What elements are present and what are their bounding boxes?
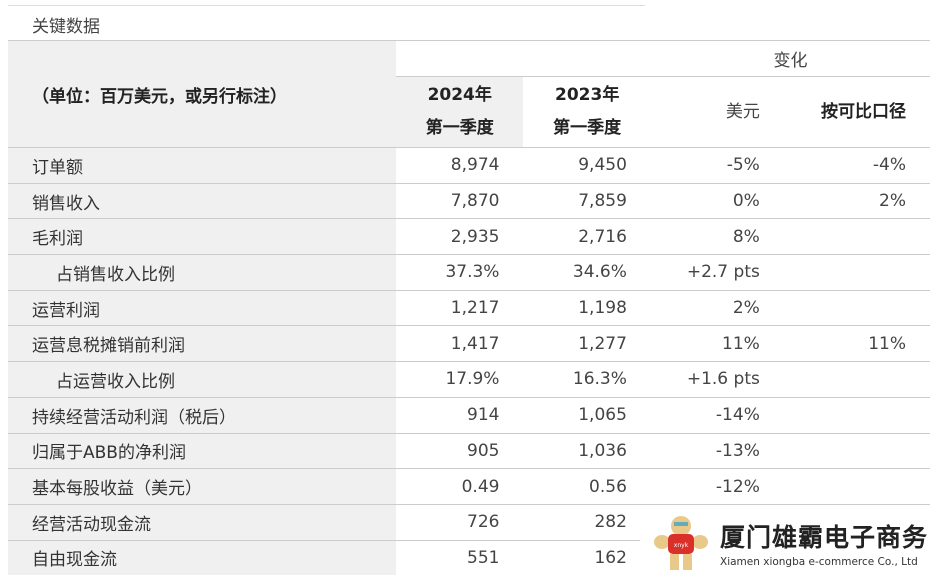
bear-mascot-icon: xnyk <box>654 516 708 570</box>
table-row: 持续经营活动利润（税后） 914 1,065 -14% <box>8 396 930 433</box>
change-comparable <box>783 361 930 398</box>
row-label: 自由现金流 <box>8 539 396 576</box>
section-title: 关键数据 <box>32 17 100 37</box>
table-row: 毛利润 2,935 2,716 8% <box>8 218 930 255</box>
row-label: 订单额 <box>8 147 396 184</box>
row-label: 占运营收入比例 <box>8 361 396 398</box>
change-usd: 0% <box>650 182 784 219</box>
table-row: 订单额 8,974 9,450 -5% -4% <box>8 147 930 184</box>
row-label: 持续经营活动利润（税后） <box>8 396 396 433</box>
change-usd: -5% <box>650 147 784 184</box>
value-2024: 2,935 <box>396 218 524 255</box>
header-usd: 美元 <box>650 76 784 148</box>
change-usd: 8% <box>650 218 784 255</box>
value-2023: 2,716 <box>523 218 651 255</box>
change-comparable: 2% <box>783 182 930 219</box>
watermark-english: Xiamen xiongba e-commerce Co., Ltd <box>720 556 918 568</box>
change-usd: 2% <box>650 289 784 326</box>
change-comparable <box>783 218 930 255</box>
svg-text:xnyk: xnyk <box>674 542 689 549</box>
change-usd: 11% <box>650 325 784 362</box>
row-label: 销售收入 <box>8 182 396 219</box>
change-usd: -14% <box>650 396 784 433</box>
value-2023: 282 <box>523 503 651 541</box>
value-2023: 7,859 <box>523 182 651 219</box>
value-2024: 17.9% <box>396 361 524 398</box>
table-row: 销售收入 7,870 7,859 0% 2% <box>8 182 930 219</box>
value-2024: 914 <box>396 396 524 433</box>
unit-header: （单位：百万美元，或另行标注） <box>8 40 396 148</box>
value-2023: 16.3% <box>523 361 651 398</box>
value-2024: 1,217 <box>396 289 524 326</box>
value-2024: 37.3% <box>396 254 524 291</box>
change-usd: -12% <box>650 468 784 505</box>
change-usd: +1.6 pts <box>650 361 784 398</box>
change-header: 变化 <box>650 40 930 77</box>
value-2024: 551 <box>396 539 524 576</box>
table-row: 基本每股收益（美元） 0.49 0.56 -12% <box>8 468 930 505</box>
value-2023: 1,036 <box>523 432 651 469</box>
table-row: 占销售收入比例 37.3% 34.6% +2.7 pts <box>8 254 930 291</box>
change-comparable <box>783 468 930 505</box>
change-comparable <box>783 432 930 469</box>
row-label: 占销售收入比例 <box>8 254 396 291</box>
row-label: 运营利润 <box>8 289 396 326</box>
value-2023: 1,198 <box>523 289 651 326</box>
header-2023: 2023年 第一季度 <box>523 76 651 148</box>
row-label: 运营息税摊销前利润 <box>8 325 396 362</box>
change-comparable <box>783 396 930 433</box>
table-row: 运营息税摊销前利润 1,417 1,277 11% 11% <box>8 325 930 362</box>
table-row: 归属于ABB的净利润 905 1,036 -13% <box>8 432 930 469</box>
value-2023: 1,277 <box>523 325 651 362</box>
value-2023: 34.6% <box>523 254 651 291</box>
row-label: 基本每股收益（美元） <box>8 468 396 505</box>
row-label: 毛利润 <box>8 218 396 255</box>
watermark-logo: xnyk 厦门雄霸电子商务 Xiamen xiongba e-commerce … <box>640 508 937 578</box>
change-usd: -13% <box>650 432 784 469</box>
value-2023: 9,450 <box>523 147 651 184</box>
value-2024: 726 <box>396 503 524 541</box>
value-2024: 905 <box>396 432 524 469</box>
value-2024: 0.49 <box>396 468 524 505</box>
value-2024: 1,417 <box>396 325 524 362</box>
value-2023: 1,065 <box>523 396 651 433</box>
table-row: 运营利润 1,217 1,198 2% <box>8 289 930 326</box>
change-comparable <box>783 254 930 291</box>
top-divider <box>8 5 645 6</box>
watermark-name: 厦门雄霸电子商务 <box>720 523 929 552</box>
value-2023: 0.56 <box>523 468 651 505</box>
value-2024: 7,870 <box>396 182 524 219</box>
value-2023: 162 <box>523 539 651 576</box>
row-label: 经营活动现金流 <box>8 503 396 541</box>
value-2024: 8,974 <box>396 147 524 184</box>
change-comparable: -4% <box>783 147 930 184</box>
table-row: 占运营收入比例 17.9% 16.3% +1.6 pts <box>8 361 930 398</box>
header-comparable: 按可比口径 <box>783 76 930 148</box>
row-label: 归属于ABB的净利润 <box>8 432 396 469</box>
header-2024: 2024年 第一季度 <box>396 76 524 148</box>
key-figures-table: （单位：百万美元，或另行标注） 变化 2024年 第一季度 2023年 第一季度 美… <box>8 40 930 576</box>
change-comparable <box>783 289 930 326</box>
change-comparable: 11% <box>783 325 930 362</box>
change-usd: +2.7 pts <box>650 254 784 291</box>
